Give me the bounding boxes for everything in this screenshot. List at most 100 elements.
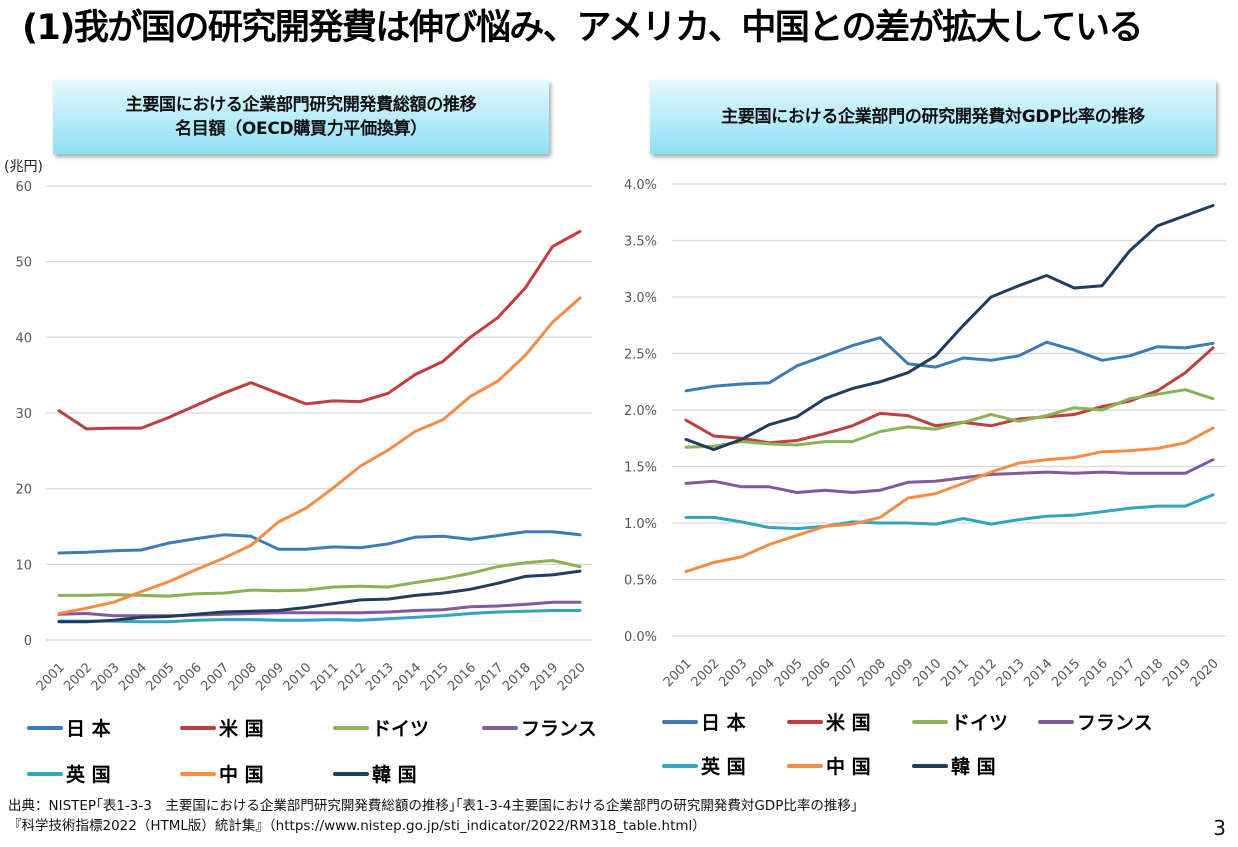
legend-swatch [180,771,216,776]
left-series-line-1 [57,229,582,431]
right-y-tick-label: 2.5% [624,348,657,363]
left-y-tick-label: 60 [15,180,32,195]
right-y-tick-label: 3.0% [624,291,657,306]
left-series-line-2 [57,559,582,598]
legend-swatch [662,719,698,724]
legend-item: フランス [482,714,597,741]
right-x-tick-label: 2010 [910,656,944,690]
legend-label: ドイツ [951,712,1009,734]
legend-swatch [333,771,369,776]
legend-item: 韓 国 [912,752,996,779]
legend-label: フランス [1077,712,1153,734]
legend-item: 韓 国 [333,760,417,787]
left-chart-subtitle: 名目額（OECD購買力平価換算） [175,119,427,139]
right-x-tick-label: 2004 [744,656,778,690]
right-x-tick-label: 2009 [883,656,917,690]
left-y-axis-unit: (兆円) [4,159,43,175]
legend-swatch [333,725,369,730]
legend-label: ドイツ [372,718,430,740]
left-series-line-4 [57,609,582,624]
right-x-tick-label: 2018 [1132,656,1166,690]
legend-label: 韓 国 [951,756,996,778]
source-line-1: 出典：NISTEP｢表1-3-3 主要国における企業部門研究開発費総額の推移｣｢… [8,798,858,814]
left-y-tick-label: 40 [15,331,32,346]
left-y-tick-label: 50 [15,256,32,271]
right-x-tick-label: 2017 [1105,656,1139,690]
legend-label: 中 国 [826,756,871,778]
left-series-line-0 [57,530,582,555]
right-x-tick-label: 2015 [1049,656,1083,690]
right-y-tick-label: 3.5% [624,235,657,250]
right-series-line-0 [684,336,1215,393]
right-x-tick-label: 2016 [1077,656,1111,690]
left-y-tick-label: 20 [15,483,32,498]
right-series-line-2 [684,388,1215,449]
legend-item: 英 国 [662,752,746,779]
right-x-tick-label: 2014 [1021,656,1055,690]
right-x-tick-label: 2012 [966,656,1000,690]
legend-label: 米 国 [219,718,264,740]
legend-label: フランス [521,718,597,740]
right-series-line-6 [684,204,1215,452]
legend-label: 中 国 [219,764,264,786]
legend-swatch [482,725,518,730]
source-citation: 出典：NISTEP｢表1-3-3 主要国における企業部門研究開発費総額の推移｣｢… [8,796,858,836]
legend-item: 英 国 [27,760,111,787]
left-y-tick-label: 30 [15,407,32,422]
right-y-tick-label: 1.0% [624,517,657,532]
right-x-tick-label: 2001 [661,656,695,690]
page-title: (1)我が国の研究開発費は伸び悩み、アメリカ、中国との差が拡大している [22,8,1144,48]
source-line-2: 『科学技術指標2022（HTML版）統計集』（https://www.niste… [8,818,706,834]
right-x-tick-label: 2005 [772,656,806,690]
page-number: 3 [1213,816,1226,840]
left-series-line-5 [57,296,582,615]
right-y-tick-label: 1.5% [624,461,657,476]
right-x-tick-label: 2013 [994,656,1028,690]
right-chart-title-box: 主要国における企業部門の研究開発費対GDP比率の推移 [650,80,1216,154]
left-chart-title-box: 主要国における企業部門研究開発費総額の推移 名目額（OECD購買力平価換算） [53,80,549,154]
legend-item: ドイツ [912,708,1008,735]
right-x-tick-label: 2019 [1160,656,1194,690]
right-chart-title: 主要国における企業部門の研究開発費対GDP比率の推移 [721,107,1145,127]
legend-swatch [27,725,63,730]
left-chart-title: 主要国における企業部門研究開発費総額の推移 [125,95,477,115]
legend-label: 英 国 [66,764,111,786]
legend-label: 日 本 [66,718,111,740]
legend-swatch [912,719,948,724]
legend-swatch [27,771,63,776]
legend-item: ドイツ [333,714,429,741]
legend-swatch [912,763,948,768]
right-series-line-3 [684,458,1215,494]
legend-swatch [662,763,698,768]
legend-label: 英 国 [701,756,746,778]
legend-swatch [787,763,823,768]
legend-swatch [1038,719,1074,724]
legend-swatch [180,725,216,730]
right-series-line-4 [684,493,1215,531]
legend-label: 日 本 [701,712,746,734]
legend-item: 米 国 [787,708,871,735]
legend-label: 韓 国 [372,764,417,786]
right-y-tick-label: 2.0% [624,404,657,419]
legend-item: 中 国 [180,760,264,787]
right-x-tick-label: 2007 [827,656,861,690]
legend-item: 中 国 [787,752,871,779]
left-y-tick-label: 0 [24,634,32,649]
legend-item: フランス [1038,708,1153,735]
right-y-tick-label: 0.5% [624,574,657,589]
legend-label: 米 国 [826,712,871,734]
left-y-tick-label: 10 [15,558,32,573]
right-y-tick-label: 0.0% [624,630,657,645]
right-y-tick-label: 4.0% [624,178,657,193]
legend-item: 日 本 [662,708,746,735]
right-x-tick-label: 2008 [855,656,889,690]
right-series-line-5 [684,426,1215,574]
right-x-tick-label: 2020 [1188,656,1222,690]
right-x-tick-label: 2002 [689,656,723,690]
right-x-tick-label: 2003 [716,656,750,690]
right-x-tick-label: 2011 [938,656,972,690]
legend-item: 日 本 [27,714,111,741]
right-x-tick-label: 2006 [800,656,834,690]
